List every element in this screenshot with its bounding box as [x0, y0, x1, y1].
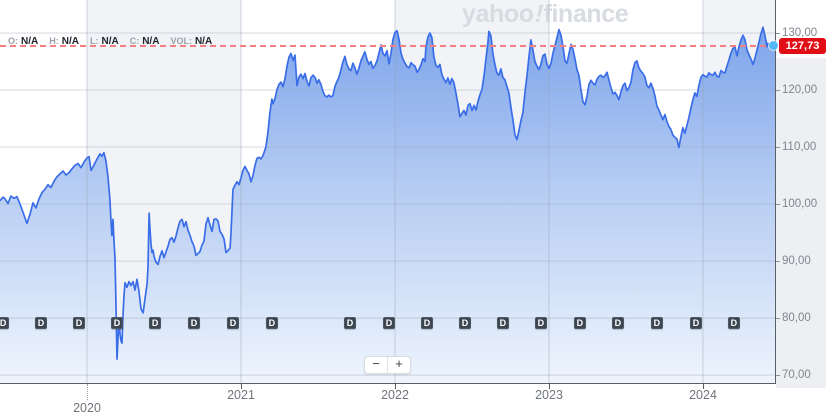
dividend-marker[interactable]: D — [690, 317, 702, 329]
zoom-controls: − + — [364, 356, 411, 374]
x-axis-tick — [703, 384, 704, 389]
dividend-marker[interactable]: D — [611, 317, 624, 329]
dividend-marker[interactable]: D — [111, 317, 123, 329]
watermark-finance: finance — [543, 0, 629, 28]
x-axis-tick — [241, 384, 242, 389]
y-axis-tick — [776, 90, 780, 91]
price-line — [0, 26, 775, 360]
legend-value: N/A — [101, 36, 119, 47]
dividend-marker[interactable]: D — [573, 317, 586, 329]
dividend-marker[interactable]: D — [421, 317, 433, 329]
dividend-marker[interactable]: D — [383, 317, 395, 329]
current-price-badge: 127,73 — [779, 38, 826, 54]
x-axis-label: 2024 — [689, 388, 717, 402]
legend-value: N/A — [194, 36, 213, 47]
y-axis-tick — [776, 204, 780, 205]
legend-item: O: N/A — [8, 36, 38, 47]
dividend-marker[interactable]: D — [344, 317, 356, 329]
y-axis-label: 110,00 — [782, 141, 817, 153]
dividend-marker[interactable]: D — [149, 317, 162, 329]
legend-value: N/A — [142, 36, 160, 47]
y-axis-line — [775, 0, 776, 384]
legend-label: VOL: — [170, 36, 192, 46]
dividend-marker[interactable]: D — [496, 317, 509, 329]
right-axis-panel — [776, 58, 826, 388]
dividend-marker[interactable]: D — [188, 317, 200, 329]
legend-item: VOL: N/A — [170, 36, 212, 47]
legend-label: L: — [89, 36, 99, 46]
ohlc-legend: O: N/A H: N/A L: N/A C: N/A VOL: N/A — [8, 36, 212, 47]
dividend-marker[interactable]: D — [227, 317, 239, 329]
zoom-in-button[interactable]: + — [395, 356, 403, 371]
y-axis-tick — [776, 33, 780, 34]
dividend-marker[interactable]: D — [265, 317, 278, 329]
x-axis-label: 2022 — [381, 388, 409, 402]
y-axis-tick — [776, 261, 780, 262]
yahoo-finance-watermark: yahoo!finance — [462, 0, 629, 29]
dividend-marker[interactable]: D — [35, 317, 47, 329]
dividend-marker[interactable]: D — [0, 317, 10, 329]
dividend-marker[interactable]: D — [459, 317, 471, 329]
watermark-yahoo: yahoo — [462, 0, 534, 28]
legend-label: O: — [8, 36, 18, 46]
legend-item: H: N/A — [49, 36, 79, 47]
y-axis-tick — [776, 147, 780, 148]
y-axis-label: 80,00 — [782, 312, 811, 324]
dividend-marker[interactable]: D — [534, 317, 547, 329]
y-axis-label: 100,00 — [782, 198, 818, 210]
y-axis-label: 130,00 — [782, 27, 818, 39]
legend-label: H: — [49, 36, 59, 46]
y-axis-tick — [776, 375, 780, 376]
legend-value: N/A — [61, 36, 79, 47]
legend-label: C: — [129, 36, 140, 46]
x-axis-tick — [395, 384, 396, 389]
x-axis-label: 2023 — [535, 388, 563, 402]
x-axis-line — [0, 383, 776, 384]
legend-value: N/A — [21, 36, 39, 47]
y-axis-tick — [776, 318, 780, 319]
x-axis-tick — [549, 384, 550, 389]
x-axis-label: 2020 — [73, 401, 101, 415]
y-axis-label: 90,00 — [782, 255, 811, 267]
price-area — [0, 27, 775, 383]
chart-plot-area[interactable]: yahoo!finance O: N/A H: N/A L: N/A C: N/A VOL: N/… — [0, 0, 775, 383]
dividend-marker[interactable]: D — [650, 317, 663, 329]
last-price-dot — [769, 41, 778, 50]
dividend-marker[interactable]: D — [727, 317, 740, 329]
y-axis-label: 70,00 — [782, 369, 811, 381]
legend-item: L: N/A — [90, 36, 119, 47]
y-axis-label: 120,00 — [782, 84, 818, 96]
x-axis-tick — [87, 384, 88, 400]
dividend-marker[interactable]: D — [73, 317, 85, 329]
legend-item: C: N/A — [130, 36, 160, 47]
zoom-out-button[interactable]: − — [365, 357, 388, 373]
x-axis-label: 2021 — [227, 388, 255, 402]
